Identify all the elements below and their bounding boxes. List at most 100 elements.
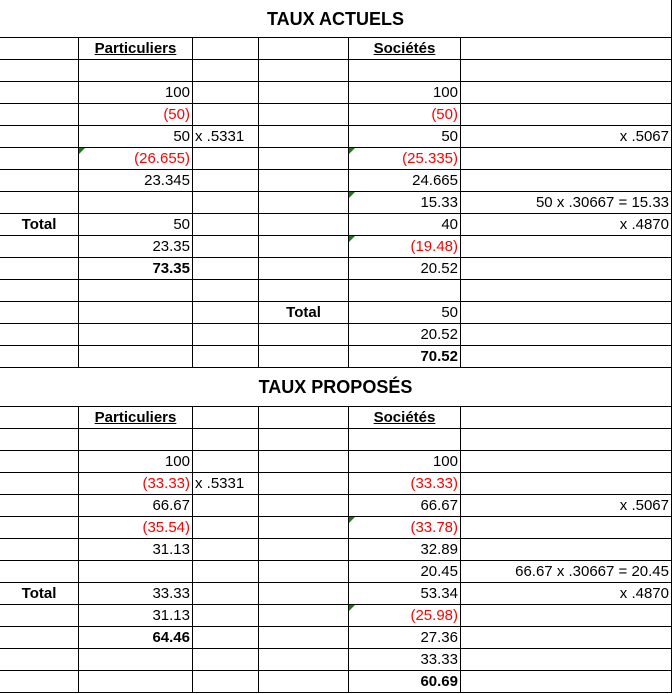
cell: 40 [349,214,461,236]
cell [0,495,79,517]
cell: (35.54) [79,517,193,539]
cell [0,236,79,258]
cell [0,627,79,649]
cell: 50 [79,126,193,148]
cell: 20.52 [349,324,461,346]
cell [0,192,79,214]
cell [193,671,259,693]
cell: 33.33 [79,583,193,605]
cell: Total [0,583,79,605]
cell [461,280,672,302]
cell [259,324,349,346]
cell [461,649,672,671]
cell [79,280,193,302]
cell [461,346,672,368]
cell [259,346,349,368]
cell [461,451,672,473]
cell [0,346,79,368]
cell [259,627,349,649]
cell [461,517,672,539]
cell: (33.33) [79,473,193,495]
cell: 66.67 [79,495,193,517]
cell [79,561,193,583]
cell [0,473,79,495]
cell [0,60,79,82]
cell: (25.335) [349,148,461,170]
cell [461,407,672,429]
cell [193,324,259,346]
cell [0,324,79,346]
cell: (19.48) [349,236,461,258]
cell: 20.45 [349,561,461,583]
cell [259,605,349,627]
cell [259,192,349,214]
cell: Particuliers [79,38,193,60]
cell [79,302,193,324]
cell [193,236,259,258]
cell [0,605,79,627]
cell: (33.78) [349,517,461,539]
cell [259,38,349,60]
cell [349,280,461,302]
cell: 66.67 x .30667 = 20.45 [461,561,672,583]
cell [461,302,672,324]
cell [259,517,349,539]
cell [0,104,79,126]
cell [461,473,672,495]
cell [0,517,79,539]
cell: (26.655) [79,148,193,170]
cell [259,148,349,170]
cell: (50) [349,104,461,126]
cell: 50 [349,302,461,324]
cell [0,429,79,451]
cell: 50 [349,126,461,148]
cell [259,539,349,561]
cell [193,649,259,671]
cell-note-marker [349,517,355,523]
cell: 20.52 [349,258,461,280]
cell [259,170,349,192]
cell [259,649,349,671]
cell [0,302,79,324]
cell [0,82,79,104]
cell [461,324,672,346]
cell [0,451,79,473]
cell: 32.89 [349,539,461,561]
cell [461,258,672,280]
cell: x .4870 [461,583,672,605]
cell: 66.67 [349,495,461,517]
cell [193,583,259,605]
cell [259,280,349,302]
cell [193,170,259,192]
cell: 100 [349,82,461,104]
cell [461,627,672,649]
cell [79,671,193,693]
cell [259,473,349,495]
cell [0,561,79,583]
cell [0,649,79,671]
cell [193,605,259,627]
cell [193,104,259,126]
cell [193,407,259,429]
cell [259,82,349,104]
cell: x .5331 [193,126,259,148]
cell [193,495,259,517]
cell [193,192,259,214]
cell: Sociétés [349,407,461,429]
cell: (33.33) [349,473,461,495]
cell [461,429,672,451]
cell: Sociétés [349,38,461,60]
cell: 53.34 [349,583,461,605]
cell [461,671,672,693]
cell [349,429,461,451]
cell: 64.46 [79,627,193,649]
cell: 31.13 [79,605,193,627]
cell: 50 x .30667 = 15.33 [461,192,672,214]
cell [79,649,193,671]
cell-note-marker [79,148,85,154]
cell: 73.35 [79,258,193,280]
section-title: TAUX ACTUELS [0,0,672,38]
cell: 70.52 [349,346,461,368]
cell [259,104,349,126]
cell [0,148,79,170]
